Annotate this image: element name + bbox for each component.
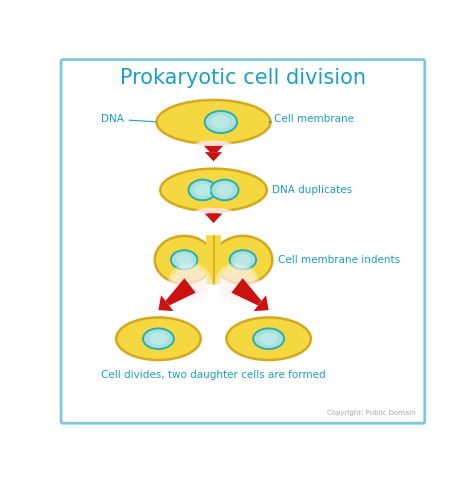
Ellipse shape [210, 180, 238, 200]
Ellipse shape [218, 266, 256, 304]
Ellipse shape [235, 254, 251, 265]
Ellipse shape [227, 317, 311, 360]
Ellipse shape [189, 180, 217, 200]
Ellipse shape [197, 208, 230, 215]
Ellipse shape [253, 328, 284, 349]
Text: Cell membrane: Cell membrane [269, 114, 354, 124]
Ellipse shape [201, 208, 226, 215]
Ellipse shape [214, 262, 260, 308]
Ellipse shape [220, 269, 254, 303]
Ellipse shape [194, 184, 211, 196]
Text: Copyright: Public Domain: Copyright: Public Domain [327, 410, 416, 416]
Ellipse shape [177, 272, 203, 299]
Ellipse shape [143, 328, 174, 349]
Ellipse shape [196, 208, 231, 215]
Ellipse shape [155, 236, 213, 283]
Ellipse shape [194, 208, 233, 215]
Polygon shape [158, 295, 173, 311]
Polygon shape [205, 152, 222, 161]
Ellipse shape [202, 141, 225, 147]
Ellipse shape [197, 141, 230, 147]
Ellipse shape [116, 317, 201, 360]
Ellipse shape [149, 333, 168, 345]
Polygon shape [165, 278, 196, 305]
Ellipse shape [203, 208, 224, 215]
Polygon shape [231, 278, 262, 305]
Ellipse shape [200, 208, 228, 215]
FancyBboxPatch shape [61, 60, 425, 423]
Ellipse shape [173, 269, 207, 303]
Ellipse shape [200, 141, 228, 147]
Ellipse shape [211, 115, 230, 129]
Text: Prokaryotic cell division: Prokaryotic cell division [120, 68, 366, 88]
Ellipse shape [216, 184, 233, 196]
Ellipse shape [167, 262, 213, 308]
Ellipse shape [196, 141, 231, 147]
Ellipse shape [176, 254, 192, 265]
Ellipse shape [202, 208, 225, 215]
Text: DNA duplicates: DNA duplicates [272, 185, 353, 195]
FancyBboxPatch shape [206, 235, 221, 284]
Polygon shape [204, 146, 223, 152]
Ellipse shape [259, 333, 278, 345]
Ellipse shape [216, 264, 258, 306]
Text: Cell membrane indents: Cell membrane indents [278, 255, 400, 265]
Ellipse shape [171, 250, 197, 269]
Ellipse shape [198, 208, 229, 215]
Ellipse shape [203, 141, 224, 147]
Text: DNA: DNA [100, 114, 155, 124]
Ellipse shape [175, 271, 205, 301]
Ellipse shape [222, 271, 252, 301]
Ellipse shape [156, 100, 271, 144]
Polygon shape [204, 213, 223, 214]
Polygon shape [205, 214, 222, 223]
Ellipse shape [171, 266, 209, 304]
Ellipse shape [213, 236, 272, 283]
Text: Cell divides, two daughter cells are formed: Cell divides, two daughter cells are for… [101, 370, 326, 380]
Ellipse shape [224, 272, 250, 299]
Ellipse shape [160, 169, 267, 211]
Ellipse shape [194, 141, 233, 147]
Ellipse shape [198, 141, 229, 147]
Ellipse shape [205, 111, 237, 133]
Ellipse shape [169, 264, 211, 306]
Ellipse shape [230, 250, 256, 269]
Polygon shape [254, 295, 269, 311]
Ellipse shape [201, 141, 226, 147]
